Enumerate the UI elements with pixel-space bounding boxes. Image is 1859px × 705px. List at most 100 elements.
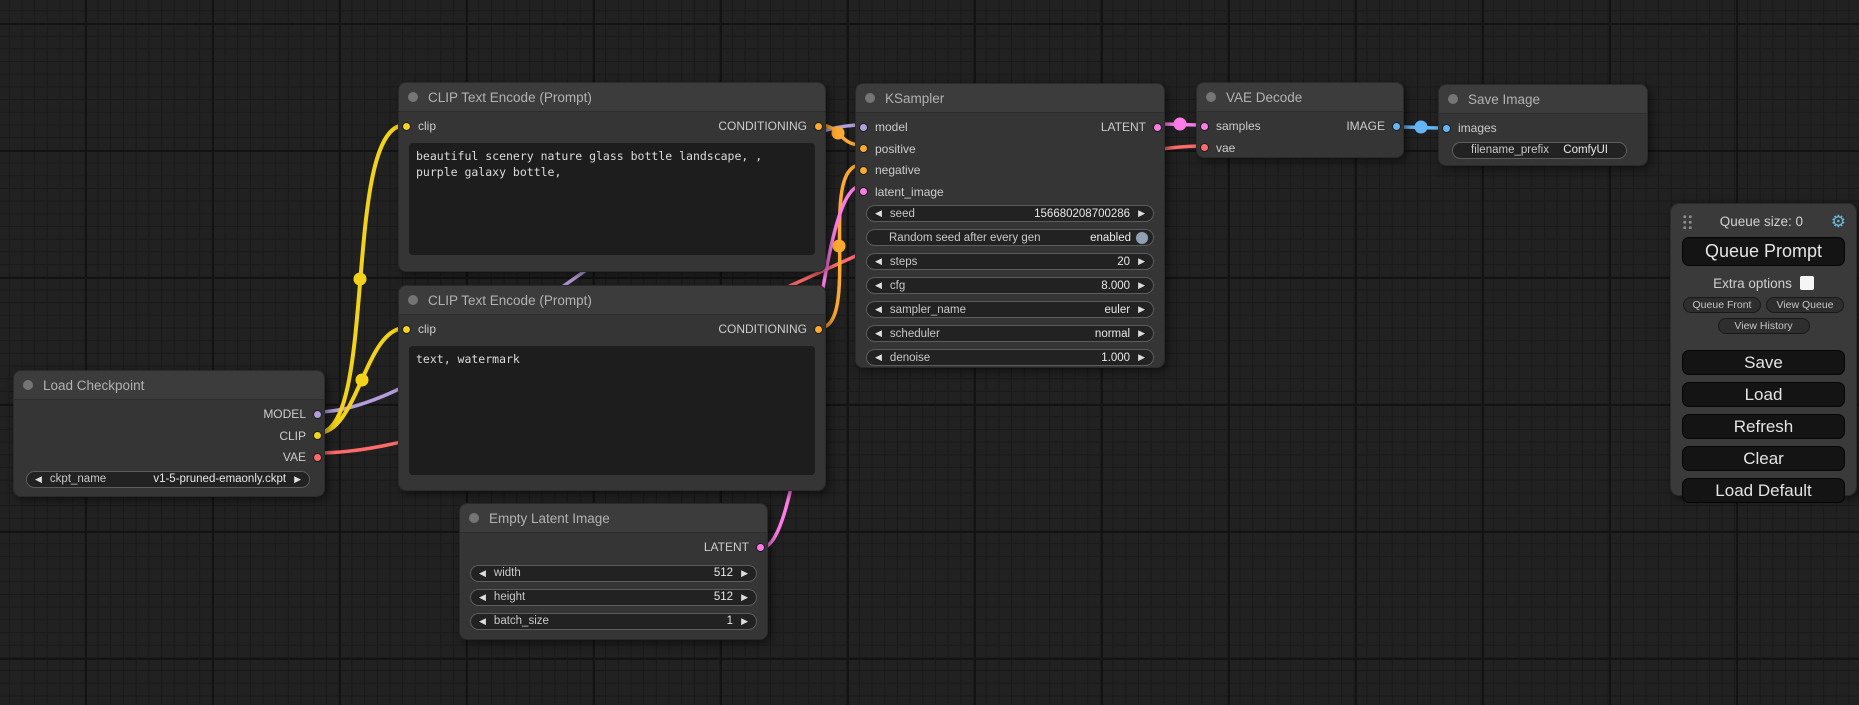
port-dot-model-output[interactable] [313, 409, 322, 419]
widget-label: denoise [889, 351, 931, 364]
decrement-arrow-icon[interactable]: ◀ [875, 280, 882, 290]
width-widget[interactable]: ◀ width 512 ▶ [470, 564, 757, 582]
decrement-arrow-icon[interactable]: ◀ [479, 591, 486, 602]
node-vae-decode[interactable]: VAE Decode samples IMAGE vae [1196, 82, 1404, 158]
node-title: Empty Latent Image [489, 510, 610, 526]
steps-widget[interactable]: ◀ steps 20 ▶ [866, 253, 1154, 270]
increment-arrow-icon[interactable]: ▶ [1138, 304, 1145, 314]
prompt-textarea[interactable]: beautiful scenery nature glass bottle la… [409, 142, 815, 255]
port-dot-model-input[interactable] [859, 122, 868, 132]
increment-arrow-icon[interactable]: ▶ [1138, 328, 1145, 338]
node-title-bar[interactable]: Load Checkpoint [14, 371, 324, 400]
port-dot-images-input[interactable] [1442, 123, 1451, 133]
cfg-widget[interactable]: ◀ cfg 8.000 ▶ [866, 277, 1154, 294]
filename-prefix-widget[interactable]: filename_prefix ComfyUI [1452, 141, 1627, 159]
settings-gear-icon[interactable]: ⚙ [1830, 211, 1846, 231]
port-dot-latent-image-input[interactable] [859, 187, 868, 197]
node-title-bar[interactable]: Empty Latent Image [460, 504, 767, 533]
view-history-button[interactable]: View History [1717, 318, 1810, 334]
drag-handle-icon[interactable] [1681, 213, 1692, 229]
queue-front-button[interactable]: Queue Front [1683, 297, 1761, 313]
collapse-dot-icon[interactable] [1448, 94, 1458, 104]
increment-arrow-icon[interactable]: ▶ [741, 567, 748, 578]
port-dot-vae-input[interactable] [1200, 143, 1209, 153]
collapse-dot-icon[interactable] [469, 513, 479, 523]
node-empty-latent-image[interactable]: Empty Latent Image LATENT ◀ width 512 ▶ … [459, 503, 768, 640]
port-dot-latent-output[interactable] [756, 542, 765, 552]
input-label: negative [875, 163, 921, 178]
link-dot [353, 272, 367, 286]
increment-arrow-icon[interactable]: ▶ [294, 473, 301, 484]
decrement-arrow-icon[interactable]: ◀ [875, 256, 882, 266]
node-title-bar[interactable]: Save Image [1439, 85, 1647, 114]
node-title: VAE Decode [1226, 89, 1303, 105]
port-dot-vae-output[interactable] [313, 452, 322, 462]
decrement-arrow-icon[interactable]: ◀ [875, 208, 882, 218]
input-label: clip [418, 322, 437, 337]
input-label: images [1458, 121, 1497, 136]
decrement-arrow-icon[interactable]: ◀ [35, 473, 42, 484]
node-save-image[interactable]: Save Image images filename_prefix ComfyU… [1438, 84, 1648, 166]
node-ksampler[interactable]: KSampler model LATENT positive negative … [855, 83, 1165, 368]
port-dot-image-output[interactable] [1392, 121, 1401, 131]
decrement-arrow-icon[interactable]: ◀ [875, 352, 882, 362]
increment-arrow-icon[interactable]: ▶ [1138, 256, 1145, 266]
widget-label: seed [889, 207, 915, 220]
random-seed-toggle-widget[interactable]: Random seed after every gen enabled [866, 229, 1154, 246]
port-dot-clip-input[interactable] [402, 324, 411, 334]
refresh-button[interactable]: Refresh [1682, 414, 1845, 439]
node-title-bar[interactable]: CLIP Text Encode (Prompt) [399, 83, 825, 112]
node-title: CLIP Text Encode (Prompt) [428, 292, 592, 308]
toggle-circle-icon[interactable] [1135, 230, 1149, 245]
node-clip-text-encode-negative[interactable]: CLIP Text Encode (Prompt) clip CONDITION… [398, 285, 826, 491]
port-dot-samples-input[interactable] [1200, 121, 1209, 131]
node-load-checkpoint[interactable]: Load Checkpoint MODEL CLIP VAE ◀ ckpt_na… [13, 370, 325, 497]
widget-value: ComfyUI [1563, 144, 1608, 156]
denoise-widget[interactable]: ◀ denoise 1.000 ▶ [866, 349, 1154, 366]
clear-button[interactable]: Clear [1682, 446, 1845, 471]
save-button[interactable]: Save [1682, 350, 1845, 375]
load-button[interactable]: Load [1682, 382, 1845, 407]
widget-label: Random seed after every gen [889, 231, 1041, 244]
height-widget[interactable]: ◀ height 512 ▶ [470, 588, 757, 606]
decrement-arrow-icon[interactable]: ◀ [479, 567, 486, 578]
output-label: MODEL [263, 407, 306, 422]
collapse-dot-icon[interactable] [865, 93, 875, 103]
seed-widget[interactable]: ◀ seed 156680208700286 ▶ [866, 205, 1154, 222]
node-clip-text-encode-positive[interactable]: CLIP Text Encode (Prompt) clip CONDITION… [398, 82, 826, 272]
port-dot-latent-output[interactable] [1153, 122, 1162, 132]
widget-label: steps [889, 255, 918, 268]
increment-arrow-icon[interactable]: ▶ [1138, 352, 1145, 362]
collapse-dot-icon[interactable] [408, 92, 418, 102]
port-dot-negative-input[interactable] [859, 165, 868, 175]
increment-arrow-icon[interactable]: ▶ [741, 591, 748, 602]
port-dot-conditioning-output[interactable] [814, 324, 823, 334]
port-dot-positive-input[interactable] [859, 144, 868, 154]
increment-arrow-icon[interactable]: ▶ [1138, 208, 1145, 218]
increment-arrow-icon[interactable]: ▶ [1138, 280, 1145, 290]
port-dot-clip-output[interactable] [313, 431, 322, 441]
batch-size-widget[interactable]: ◀ batch_size 1 ▶ [470, 612, 757, 630]
queue-prompt-button[interactable]: Queue Prompt [1682, 237, 1845, 266]
increment-arrow-icon[interactable]: ▶ [741, 615, 748, 626]
port-dot-conditioning-output[interactable] [814, 121, 823, 131]
node-title-bar[interactable]: VAE Decode [1197, 83, 1403, 112]
node-title-bar[interactable]: CLIP Text Encode (Prompt) [399, 286, 825, 315]
collapse-dot-icon[interactable] [408, 295, 418, 305]
ckpt-name-widget[interactable]: ◀ ckpt_name v1-5-pruned-emaonly.ckpt ▶ [26, 470, 310, 488]
load-default-button[interactable]: Load Default [1682, 478, 1845, 503]
collapse-dot-icon[interactable] [1206, 92, 1216, 102]
decrement-arrow-icon[interactable]: ◀ [875, 328, 882, 338]
view-queue-button[interactable]: View Queue [1766, 297, 1844, 313]
extra-options-checkbox[interactable] [1799, 276, 1814, 290]
port-dot-clip-input[interactable] [402, 121, 411, 131]
link-dot [832, 239, 846, 253]
prompt-textarea[interactable]: text, watermark [409, 345, 815, 475]
sampler-name-widget[interactable]: ◀ sampler_name euler ▶ [866, 301, 1154, 318]
decrement-arrow-icon[interactable]: ◀ [875, 304, 882, 314]
scheduler-widget[interactable]: ◀ scheduler normal ▶ [866, 325, 1154, 342]
node-title-bar[interactable]: KSampler [856, 84, 1164, 113]
collapse-dot-icon[interactable] [23, 380, 33, 390]
decrement-arrow-icon[interactable]: ◀ [479, 615, 486, 626]
